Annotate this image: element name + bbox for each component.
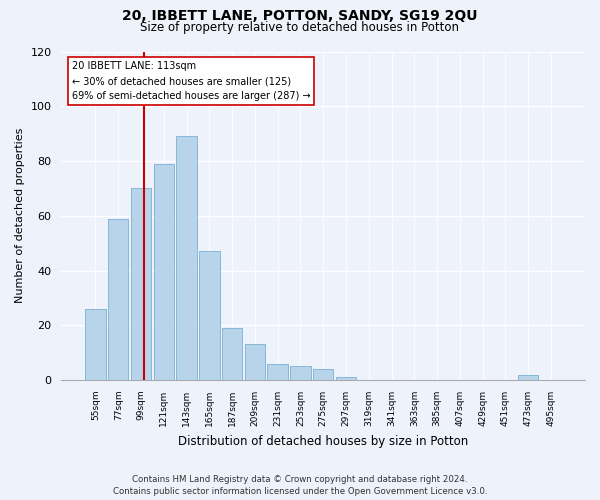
Text: 20 IBBETT LANE: 113sqm
← 30% of detached houses are smaller (125)
69% of semi-de: 20 IBBETT LANE: 113sqm ← 30% of detached… (72, 62, 310, 101)
Bar (313, 369, 334, 380)
Text: 20, IBBETT LANE, POTTON, SANDY, SG19 2QU: 20, IBBETT LANE, POTTON, SANDY, SG19 2QU (122, 9, 478, 23)
Bar (268, 364, 288, 380)
Bar (222, 328, 242, 380)
Text: Size of property relative to detached houses in Potton: Size of property relative to detached ho… (140, 21, 460, 34)
Bar (176, 136, 197, 380)
Bar (85, 309, 106, 380)
Bar (336, 378, 356, 380)
Bar (290, 366, 311, 380)
Y-axis label: Number of detached properties: Number of detached properties (15, 128, 25, 304)
Bar (131, 188, 151, 380)
X-axis label: Distribution of detached houses by size in Potton: Distribution of detached houses by size … (178, 434, 469, 448)
Bar (518, 374, 538, 380)
Bar (245, 344, 265, 380)
Bar (108, 218, 128, 380)
Text: Contains HM Land Registry data © Crown copyright and database right 2024.
Contai: Contains HM Land Registry data © Crown c… (113, 474, 487, 496)
Bar (154, 164, 174, 380)
Bar (199, 252, 220, 380)
